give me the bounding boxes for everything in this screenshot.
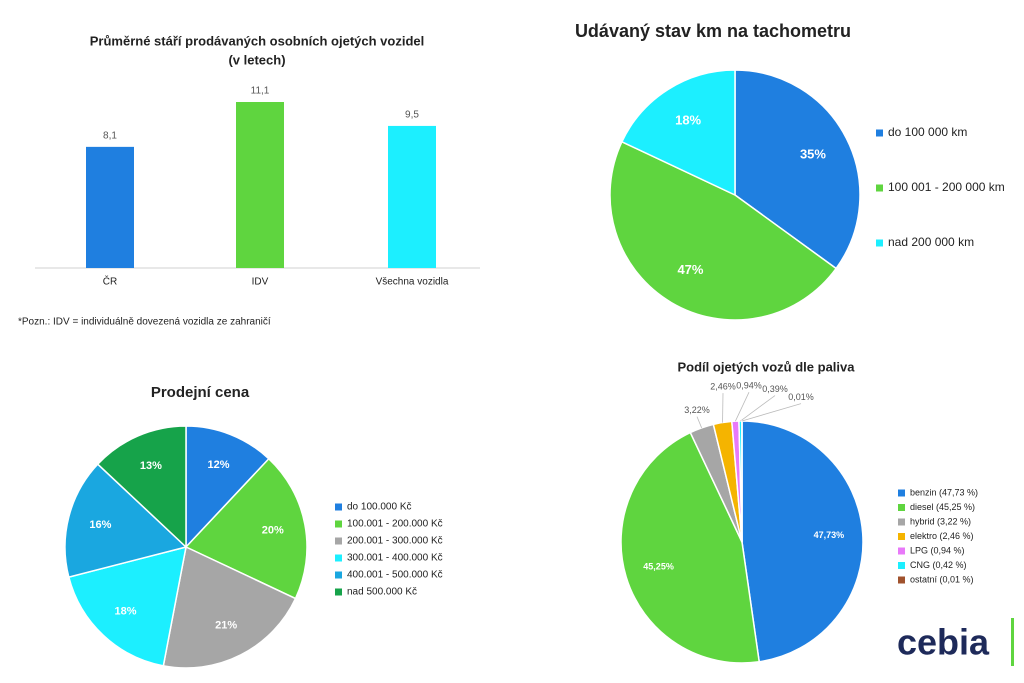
legend-swatch [876, 129, 883, 137]
value-label: 13% [140, 460, 162, 472]
pie-slice [609, 140, 838, 321]
legend-label: benzin (47,73 %) [910, 487, 978, 497]
value-label: 21% [215, 620, 237, 632]
value-label: 0,94% [736, 381, 762, 391]
chart-title: Udávaný stav km na tachometru [575, 21, 851, 41]
legend-swatch [898, 489, 905, 497]
legend-label: LPG (0,94 %) [910, 545, 965, 555]
legend-label: diesel (45,25 %) [910, 502, 975, 512]
value-label: 11,1 [251, 86, 270, 97]
legend-label: do 100 000 km [888, 125, 967, 139]
value-label: 20% [262, 524, 284, 536]
legend-label: 100.001 - 200.000 Kč [347, 519, 443, 530]
legend-swatch [335, 537, 342, 545]
legend-label: CNG (0,42 %) [910, 560, 967, 570]
value-label: 12% [208, 459, 230, 471]
pie-slice [741, 420, 864, 663]
chart-title: Prodejní cena [151, 384, 250, 401]
bar [86, 146, 134, 268]
legend-label: 100 001 - 200 000 km [888, 180, 1005, 194]
legend-swatch [898, 547, 905, 555]
logo: cebia [897, 622, 990, 663]
leader-line [741, 403, 802, 422]
value-label: 18% [115, 605, 137, 617]
pie-slice [184, 457, 308, 600]
pie-slice [67, 545, 187, 667]
bar [388, 125, 436, 269]
bar [236, 102, 284, 268]
value-label: 35% [800, 147, 826, 162]
legend-swatch [898, 562, 905, 569]
legend-swatch [335, 520, 342, 528]
legend-label: 300.001 - 400.000 Kč [347, 553, 443, 564]
legend-swatch [335, 554, 342, 562]
logo-bar [1011, 618, 1014, 666]
value-label: 18% [675, 113, 701, 128]
value-label: 0,01% [788, 392, 814, 402]
x-tick-label: ČR [103, 275, 117, 288]
x-tick-label: Všechna vozidla [376, 277, 449, 288]
value-label: 45,25% [643, 561, 674, 571]
legend-swatch [876, 184, 883, 192]
note: *Pozn.: IDV = individuálně dovezená vozi… [18, 317, 271, 328]
pie-slice [620, 431, 761, 664]
pie-slice [185, 425, 270, 549]
value-label: 3,22% [684, 405, 710, 415]
legend-swatch [898, 504, 905, 511]
legend-swatch [898, 518, 905, 526]
value-label: 47% [677, 262, 703, 277]
value-label: 0,39% [762, 384, 788, 394]
pie-slice [162, 545, 297, 669]
chart-title: Průměrné stáří prodávaných osobních ojet… [90, 33, 424, 48]
value-label: 9,5 [405, 110, 419, 121]
legend-swatch [876, 239, 883, 247]
legend-label: hybrid (3,22 %) [910, 516, 971, 526]
legend-label: elektro (2,46 %) [910, 531, 974, 541]
pie-slice [620, 69, 736, 197]
leader-line [740, 395, 776, 422]
legend-swatch [335, 588, 342, 596]
pie-slice [734, 69, 861, 270]
legend-label: nad 500.000 Kč [347, 587, 417, 598]
legend-swatch [898, 576, 905, 584]
leader-line [696, 416, 703, 429]
value-label: 8,1 [103, 131, 117, 142]
pie-slice [64, 463, 188, 579]
pie-slice [96, 425, 187, 549]
chart-title: Podíl ojetých vozů dle paliva [678, 359, 856, 374]
value-label: 16% [89, 519, 111, 531]
legend-label: ostatní (0,01 %) [910, 574, 974, 584]
value-label: 47,73% [814, 530, 845, 540]
value-label: 2,46% [710, 382, 736, 392]
leader-line [735, 391, 750, 422]
legend-label: do 100.000 Kč [347, 502, 412, 513]
chart-subtitle: (v letech) [228, 52, 285, 67]
legend-label: nad 200 000 km [888, 235, 974, 249]
legend-swatch [335, 503, 342, 511]
legend-label: 200.001 - 300.000 Kč [347, 536, 443, 547]
legend-label: 400.001 - 500.000 Kč [347, 570, 443, 581]
legend-swatch [898, 533, 905, 540]
legend-swatch [335, 571, 342, 579]
x-tick-label: IDV [252, 277, 269, 288]
